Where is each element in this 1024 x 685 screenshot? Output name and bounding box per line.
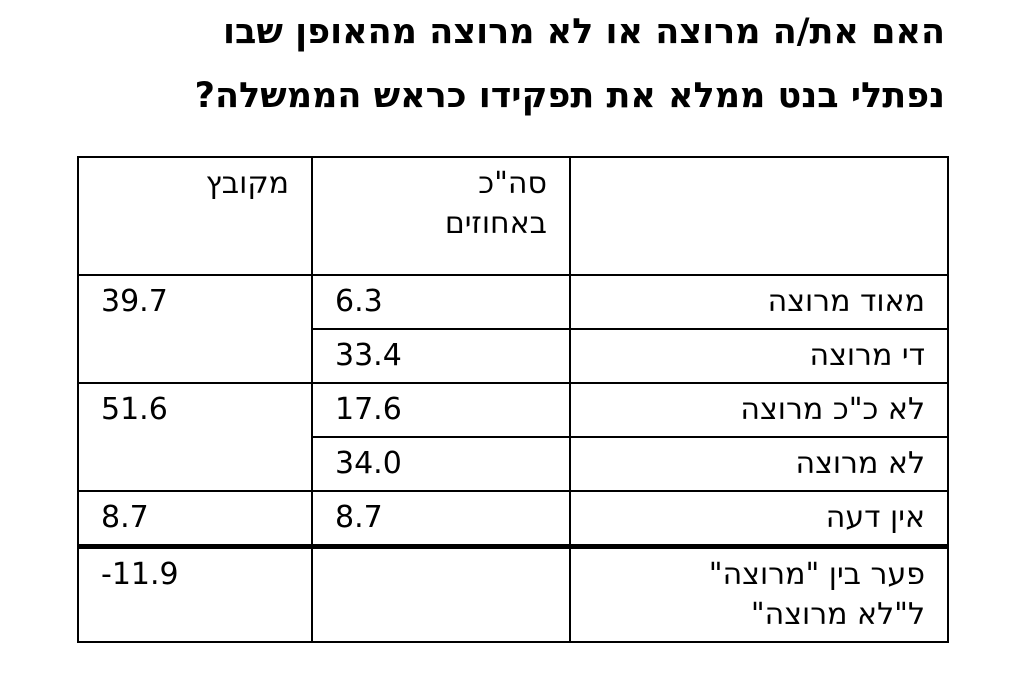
table-row: די מרוצה 33.4	[78, 328, 949, 384]
table-row: אין דעה 8.7 8.7	[77, 490, 949, 549]
header-total-line-1: סה"כ	[478, 166, 547, 201]
header-row: סה"כ באחוזים מקובץ	[77, 156, 949, 276]
row-total: 34.0	[311, 436, 571, 492]
table-row: לא כ"כ מרוצה 17.6 51.6	[77, 382, 949, 492]
row-label: מאוד מרוצה	[569, 274, 949, 330]
row-total: 33.4	[311, 328, 571, 384]
row-label: לא כ"כ מרוצה	[569, 382, 949, 438]
table-row: לא מרוצה 34.0	[78, 436, 949, 492]
gap-row: פער בין "מרוצה" ל"לא מרוצה" -11.9	[77, 545, 949, 643]
combined-not-satisfied: 51.6	[77, 382, 313, 492]
combined-no-opinion: 8.7	[77, 490, 313, 549]
header-total-line-2: באחוזים	[444, 206, 547, 241]
gap-label-line-1: פער בין "מרוצה"	[708, 557, 925, 592]
row-label: אין דעה	[569, 490, 949, 549]
combined-satisfied: 39.7	[77, 274, 313, 384]
survey-question-title: האם את/ה מרוצה או לא מרוצה מהאופן שבו נפ…	[60, 0, 945, 128]
row-total: 8.7	[311, 490, 571, 549]
gap-total	[311, 545, 571, 643]
header-label-cell	[569, 156, 949, 276]
table-row: מאוד מרוצה 6.3 39.7	[77, 274, 949, 384]
header-total-cell: סה"כ באחוזים	[311, 156, 571, 276]
row-label: די מרוצה	[569, 328, 949, 384]
header-combined-cell: מקובץ	[77, 156, 313, 276]
gap-label-line-2: ל"לא מרוצה"	[750, 597, 925, 632]
gap-combined: -11.9	[77, 545, 313, 643]
row-total: 6.3	[311, 274, 571, 330]
row-total: 17.6	[311, 382, 571, 438]
row-label: לא מרוצה	[569, 436, 949, 492]
title-line-2: נפתלי בנט ממלא את תפקידו כראש הממשלה?	[194, 76, 945, 116]
results-table: סה"כ באחוזים מקובץ מאוד מרוצה 6.3 39.7 ד…	[77, 156, 949, 643]
title-line-1: האם את/ה מרוצה או לא מרוצה מהאופן שבו	[223, 12, 945, 52]
gap-label: פער בין "מרוצה" ל"לא מרוצה"	[569, 545, 949, 643]
